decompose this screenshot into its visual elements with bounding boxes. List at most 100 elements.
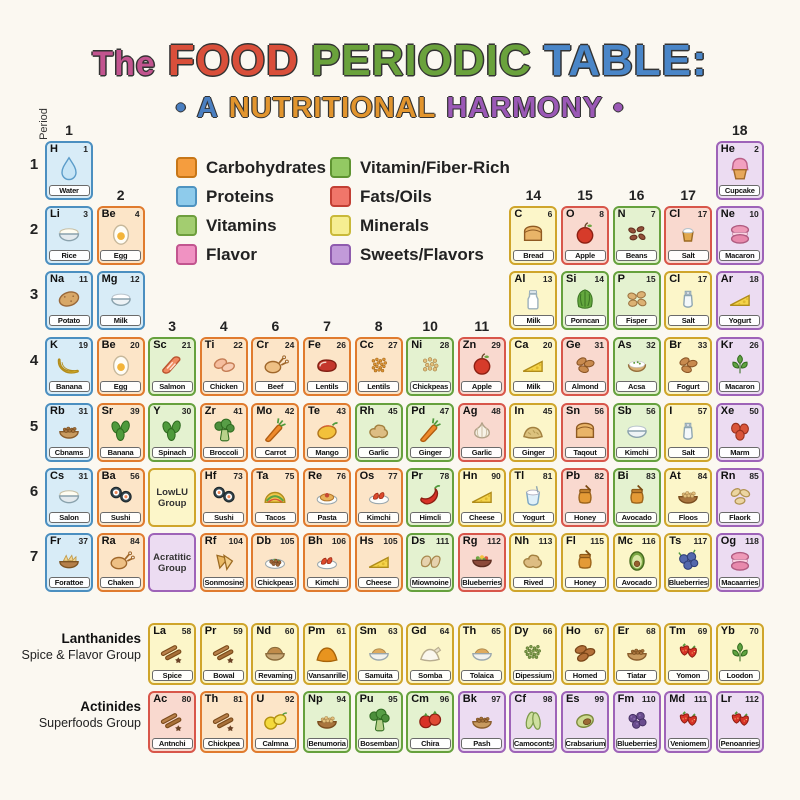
food-name: Homed <box>564 669 606 681</box>
element-symbol: Os <box>359 470 375 482</box>
element-header: Sr 39 <box>99 405 143 417</box>
food-name: Tolaica <box>461 669 503 681</box>
element-number: 99 <box>594 694 604 704</box>
element-number: 59 <box>233 626 243 636</box>
element-number: 68 <box>646 626 656 636</box>
group-number: 11 <box>474 318 490 334</box>
almonds-icon <box>563 350 607 381</box>
element-number: 76 <box>336 471 346 481</box>
element-cell-ge-31: Ge 31 Almond <box>561 337 609 396</box>
legend-item: Flavor <box>176 240 326 269</box>
element-symbol: Ta <box>256 470 269 482</box>
element-symbol: Rg <box>462 535 478 547</box>
element-symbol: La <box>153 625 167 637</box>
food-name: Floos <box>667 511 709 523</box>
cinnamon-icon <box>202 704 246 738</box>
element-symbol: Er <box>617 625 630 637</box>
group-cell-label: LowLU Group <box>156 486 189 509</box>
element-number: 60 <box>284 626 295 636</box>
element-cell-tl-81: Tl 81 Yogurt <box>509 468 558 527</box>
element-header: Ne 10 <box>718 208 762 220</box>
element-header: Th 65 <box>460 625 504 637</box>
element-cell-cl-17: Cl 17 Salt <box>664 206 713 265</box>
element-header: Cl 17 <box>666 273 710 285</box>
element-cell-cc-27: Cc 27 Lentils <box>354 337 403 396</box>
element-number: 66 <box>542 626 553 636</box>
element-header: Pu 95 <box>357 693 401 705</box>
element-symbol: Ra <box>101 535 116 547</box>
element-cell-mc-116: Mc 116 Avocado <box>612 533 661 592</box>
element-symbol: Rf <box>204 535 217 547</box>
element-header: Br 33 <box>666 339 710 351</box>
element-header: Fe 26 <box>305 339 349 351</box>
element-number: 43 <box>336 406 346 416</box>
element-number: 29 <box>491 340 501 350</box>
element-header: Sc 21 <box>150 339 194 351</box>
macaron-icon <box>718 546 762 577</box>
avocado-icon <box>615 546 659 577</box>
element-symbol: Fl <box>566 535 576 547</box>
element-cell-sb-56: Sb 56 Kimchi <box>612 403 661 462</box>
element-number: 33 <box>697 340 708 350</box>
element-number: 3 <box>83 209 88 219</box>
lemon-icon <box>253 704 297 738</box>
element-number: 27 <box>388 340 398 350</box>
food-name: Kimchi <box>616 446 658 458</box>
milkbottle-icon <box>511 284 555 315</box>
drop-icon <box>47 154 91 185</box>
powderbowl-icon <box>253 636 297 670</box>
honeyjar-icon <box>563 481 607 512</box>
food-name: Honey <box>564 576 606 588</box>
element-number: 117 <box>693 536 708 546</box>
element-cell-mg-12: Mg 12 Milk <box>96 271 145 330</box>
element-symbol: Bk <box>462 693 477 705</box>
food-name: Revaming <box>254 669 296 681</box>
food-name: Blueberries <box>667 576 709 588</box>
element-symbol: Y <box>153 405 161 417</box>
element-header: Hf 73 <box>202 470 246 482</box>
element-number: 13 <box>542 274 553 284</box>
element-cell-gd-64: Gd 64 Somba <box>406 623 455 685</box>
food-name: Salmon <box>151 380 193 392</box>
food-name: Avocado <box>616 576 658 588</box>
group-number: 7 <box>323 318 331 334</box>
element-number: 115 <box>590 536 604 546</box>
actinides-title: Actinides <box>80 699 141 714</box>
leaves-icon <box>718 636 762 670</box>
element-number: 31 <box>78 471 88 481</box>
element-header: Pb 82 <box>563 470 607 482</box>
element-symbol: Ni <box>411 339 423 351</box>
legend-column: Carbohydrates Proteins Vitamins Flavor <box>176 153 326 269</box>
element-number: 75 <box>284 471 295 481</box>
food-name: Taqout <box>564 446 606 458</box>
element-number: 78 <box>439 471 450 481</box>
element-symbol: C <box>514 208 523 220</box>
garlic-icon <box>460 416 504 447</box>
legend-swatch-icon <box>330 157 351 178</box>
potato-icon <box>47 284 91 315</box>
food-name: Tiatar <box>616 669 658 681</box>
food-name: Beans <box>616 249 658 261</box>
food-name: Milk <box>512 380 554 392</box>
element-header: Es 99 <box>563 693 607 705</box>
food-name: Sushi <box>100 511 142 523</box>
element-number: 50 <box>749 406 759 416</box>
element-header: Cr 24 <box>253 339 297 351</box>
food-name: Chaken <box>100 576 142 588</box>
peppercorns-icon <box>511 636 555 670</box>
pistachio-icon <box>563 704 607 738</box>
food-name: Macaron <box>719 249 761 261</box>
taco-icon <box>253 481 297 512</box>
samosa-icon <box>202 546 246 577</box>
element-number: 32 <box>646 340 656 350</box>
element-symbol: Sc <box>153 339 167 351</box>
element-header: Ti 22 <box>202 339 246 351</box>
element-cell-sn-56: Sn 56 Taqout <box>561 403 609 462</box>
food-name: Rice <box>48 249 90 261</box>
legend-label: Proteins <box>206 186 275 206</box>
element-cell-og-118: Og 118 Macaarries <box>715 533 764 592</box>
food-name: Forattoe <box>48 576 90 588</box>
element-cell-pr-59: Pr 59 Bowal <box>199 623 248 685</box>
element-number: 42 <box>284 406 295 416</box>
